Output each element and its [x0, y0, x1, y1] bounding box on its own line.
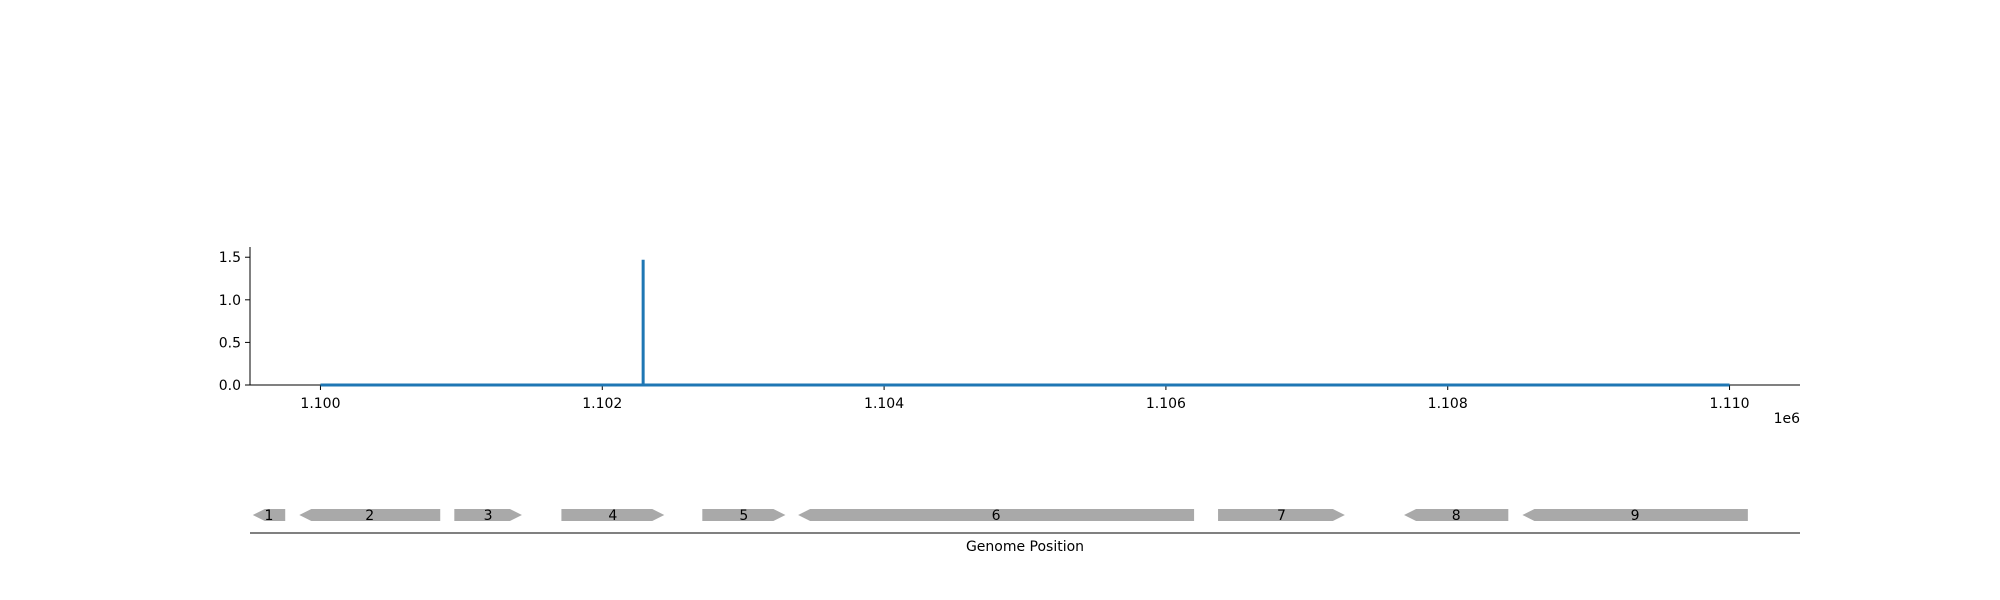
- gene-features: 1 2 3 4 5 6 7 8 9: [252, 508, 1748, 524]
- x-axis-title: Genome Position: [966, 539, 1084, 555]
- y-ticks: 0.0 0.5 1.0 1.5: [219, 250, 250, 394]
- gene-label: 6: [992, 508, 1001, 524]
- x-tick-label: 1.106: [1146, 396, 1186, 412]
- y-tick-label: 1.0: [219, 293, 241, 309]
- gene-arrow: [561, 509, 665, 521]
- x-tick-label: 1.110: [1709, 396, 1749, 412]
- coverage-line: [320, 259, 1730, 387]
- gene-label: 4: [608, 508, 617, 524]
- gene-arrow: [1404, 509, 1509, 521]
- gene-arrow: [299, 509, 441, 521]
- gene-arrow: [1218, 509, 1345, 521]
- x-tick-label: 1.104: [864, 396, 904, 412]
- x-tick-label: 1.100: [300, 396, 340, 412]
- gene-arrow: [798, 509, 1195, 521]
- gene-arrow: [702, 509, 786, 521]
- gene-arrow: [252, 509, 286, 521]
- gene-track: 1 2 3 4 5 6 7 8 9 Genome Position: [250, 508, 1800, 555]
- y-tick-label: 0.0: [219, 378, 241, 394]
- y-tick-label: 0.5: [219, 335, 241, 351]
- series-lines: [320, 259, 1730, 387]
- gene-arrow: [454, 509, 522, 521]
- gene-arrow: [1522, 509, 1748, 521]
- gene-label: 8: [1452, 508, 1461, 524]
- gene-label: 1: [265, 508, 274, 524]
- x-tick-label: 1.108: [1428, 396, 1468, 412]
- y-tick-label: 1.5: [219, 250, 241, 266]
- gene-label: 5: [739, 508, 748, 524]
- gene-label: 3: [484, 508, 493, 524]
- x-ticks: 1.100 1.102 1.104 1.106 1.108 1.110: [300, 385, 1750, 412]
- x-offset-label: 1e6: [1774, 411, 1801, 427]
- x-tick-label: 1.102: [582, 396, 622, 412]
- gene-label: 7: [1277, 508, 1286, 524]
- gene-label: 9: [1631, 508, 1640, 524]
- coverage-plot: 0.00.51.01.5 1.100 1.102 1.104 1.106 1.108 1.…: [219, 247, 1800, 427]
- gene-label: 2: [365, 508, 374, 524]
